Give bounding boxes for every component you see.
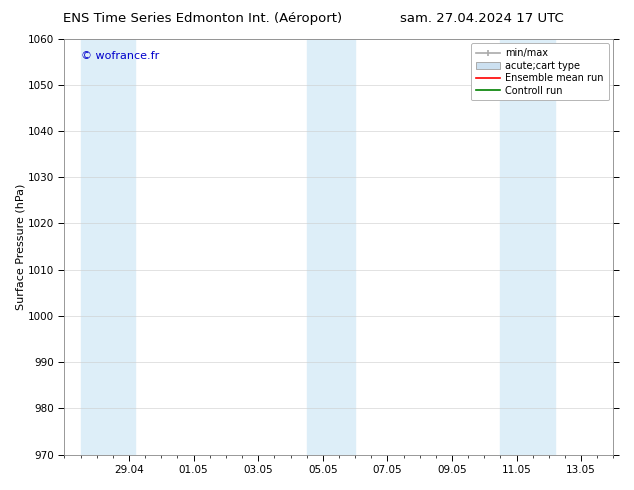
Bar [307, 39, 355, 455]
Y-axis label: Surface Pressure (hPa): Surface Pressure (hPa) [15, 183, 25, 310]
Text: sam. 27.04.2024 17 UTC: sam. 27.04.2024 17 UTC [400, 12, 564, 25]
Text: © wofrance.fr: © wofrance.fr [81, 51, 159, 61]
Text: ENS Time Series Edmonton Int. (Aéroport): ENS Time Series Edmonton Int. (Aéroport) [63, 12, 342, 25]
Bar [500, 39, 555, 455]
Legend: min/max, acute;cart type, Ensemble mean run, Controll run: min/max, acute;cart type, Ensemble mean … [471, 44, 609, 100]
Bar [81, 39, 136, 455]
